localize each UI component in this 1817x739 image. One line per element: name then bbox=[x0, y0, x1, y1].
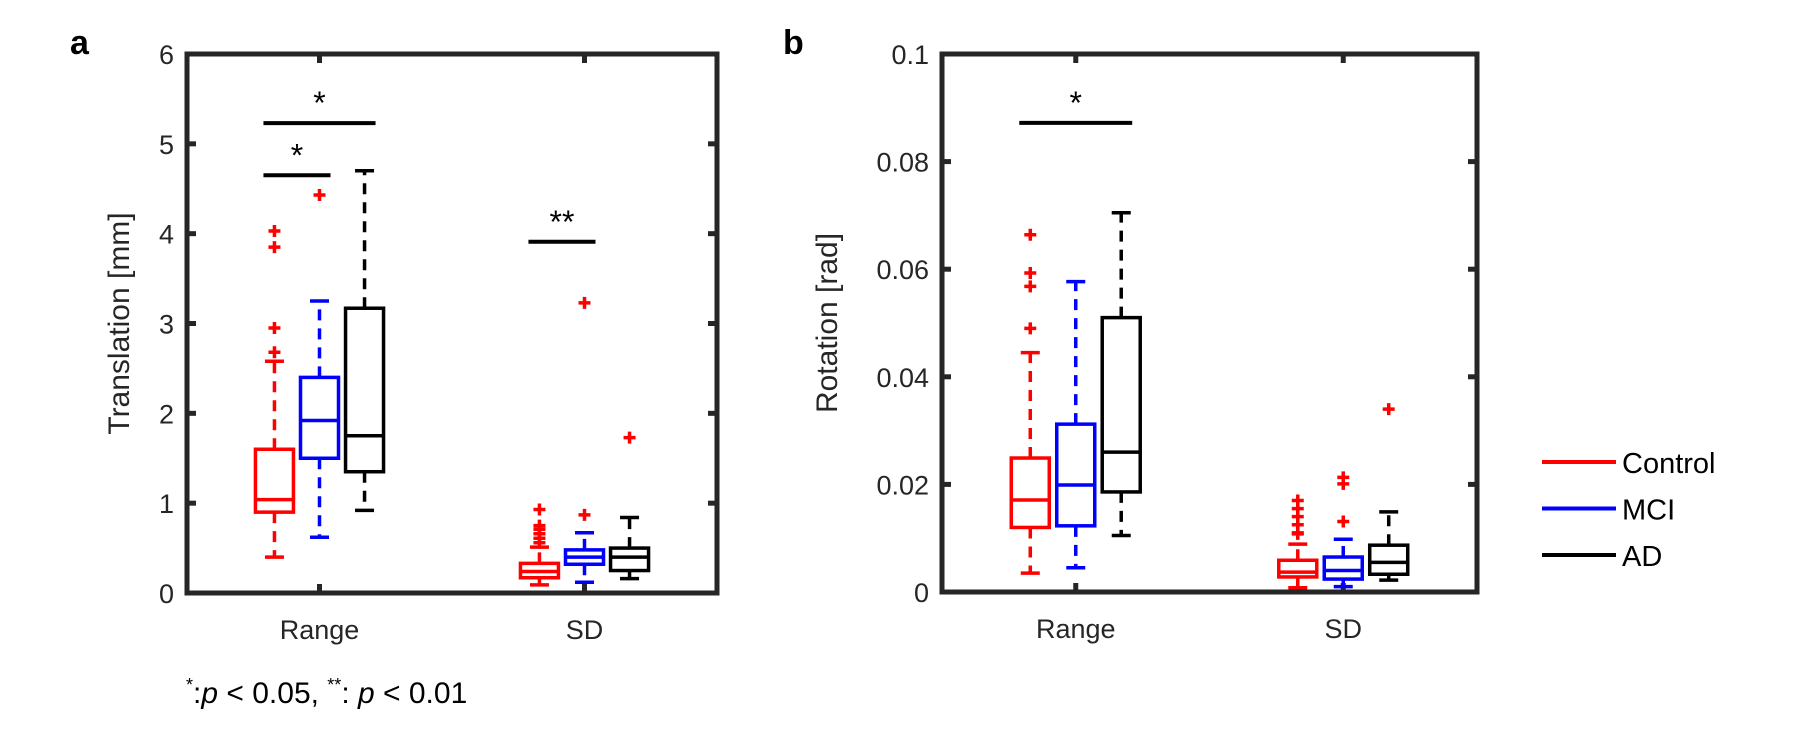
y-tick-label: 6 bbox=[159, 40, 174, 70]
y-tick-label: 0.08 bbox=[876, 148, 929, 178]
significance-footnote: *:p < 0.05, **: p < 0.01 bbox=[186, 675, 467, 711]
outlier-marker bbox=[1291, 494, 1304, 507]
legend-label: Control bbox=[1622, 448, 1716, 480]
y-tick-label: 4 bbox=[159, 220, 174, 250]
x-tick-label: SD bbox=[566, 615, 604, 645]
y-axis-label: Rotation [rad] bbox=[811, 233, 844, 413]
y-tick-label: 0 bbox=[914, 578, 929, 608]
outlier-marker bbox=[268, 241, 281, 254]
box-iqr bbox=[1277, 558, 1319, 579]
box-iqr bbox=[1009, 456, 1052, 530]
outlier-marker bbox=[578, 508, 591, 521]
legend: Control MCI AD bbox=[1542, 448, 1716, 573]
outlier-marker bbox=[313, 189, 326, 202]
box-sd-mci bbox=[563, 296, 606, 584]
outlier-marker bbox=[1337, 471, 1350, 484]
outlier-marker bbox=[268, 346, 281, 359]
y-tick-label: 0.02 bbox=[876, 470, 929, 500]
outlier-marker bbox=[1024, 322, 1037, 335]
box-iqr bbox=[1055, 422, 1097, 528]
footnote-text: : bbox=[341, 677, 358, 710]
box-sd-ad bbox=[608, 431, 651, 581]
outlier-marker bbox=[1024, 280, 1037, 293]
outlier-marker bbox=[1024, 228, 1037, 241]
footnote-star-double: ** bbox=[327, 675, 342, 695]
box-range-control bbox=[253, 224, 296, 559]
outlier-marker bbox=[268, 224, 281, 237]
y-tick-label: 2 bbox=[159, 399, 174, 429]
panel-b: b Rotation [rad] 0 0.02 0.04 0.06 0.08 0.1 Range… bbox=[783, 24, 1480, 644]
axes-frame bbox=[184, 51, 720, 596]
y-tick-label: 0 bbox=[159, 579, 174, 609]
footnote-text: < 0.05, bbox=[218, 677, 328, 710]
legend-label: AD bbox=[1622, 541, 1662, 573]
significance-label: * bbox=[1070, 85, 1082, 121]
box-iqr bbox=[1322, 555, 1364, 581]
box-range-mci bbox=[1055, 279, 1097, 570]
outlier-marker bbox=[533, 503, 546, 516]
panel-label: a bbox=[70, 24, 90, 62]
y-tick-label: 5 bbox=[159, 130, 174, 160]
footnote-star-single: * bbox=[186, 675, 194, 695]
box-range-ad bbox=[1100, 210, 1142, 538]
box-iqr bbox=[1367, 543, 1410, 576]
panel-label: b bbox=[783, 24, 804, 62]
box-iqr bbox=[1100, 315, 1142, 494]
footnote-text: < 0.01 bbox=[374, 677, 468, 710]
y-axis-label: Translation [mm] bbox=[103, 212, 136, 434]
outlier-marker bbox=[623, 431, 636, 444]
outlier-marker bbox=[1024, 266, 1037, 279]
box-iqr bbox=[298, 375, 341, 460]
legend-label: MCI bbox=[1622, 495, 1675, 527]
x-tick-label: Range bbox=[1036, 614, 1116, 644]
box-sd-control bbox=[518, 503, 561, 587]
outlier-marker bbox=[533, 519, 546, 532]
x-tick-label: SD bbox=[1324, 614, 1362, 644]
box-range-ad bbox=[343, 169, 386, 513]
y-tick-label: 0.1 bbox=[891, 40, 929, 70]
y-tick-label: 3 bbox=[159, 310, 174, 340]
box-range-mci bbox=[298, 189, 341, 540]
box-iqr bbox=[343, 306, 386, 474]
outlier-marker bbox=[268, 321, 281, 334]
footnote-p: p bbox=[201, 677, 219, 710]
box-iqr bbox=[608, 546, 651, 573]
footnote-text: : bbox=[193, 677, 202, 710]
outlier-marker bbox=[578, 296, 591, 309]
x-tick-label: Range bbox=[280, 615, 360, 645]
box-sd-ad bbox=[1367, 403, 1410, 582]
outlier-marker bbox=[1337, 515, 1350, 528]
significance-label: * bbox=[291, 137, 303, 173]
axes-frame bbox=[939, 51, 1480, 595]
box-sd-mci bbox=[1322, 471, 1364, 589]
significance-label: ** bbox=[550, 204, 575, 240]
footnote-p: p bbox=[357, 677, 375, 710]
y-tick-label: 1 bbox=[159, 489, 174, 519]
box-sd-control bbox=[1277, 494, 1319, 590]
box-iqr bbox=[253, 447, 296, 514]
y-tick-label: 0.06 bbox=[876, 255, 929, 285]
significance-label: * bbox=[313, 85, 325, 121]
outlier-marker bbox=[1382, 403, 1395, 416]
y-tick-label: 0.04 bbox=[876, 363, 929, 393]
box-range-control bbox=[1009, 228, 1052, 575]
